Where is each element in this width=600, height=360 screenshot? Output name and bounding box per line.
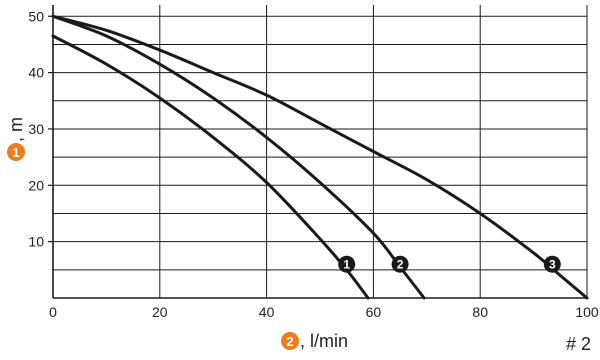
series-markers: 1 2 3 [338, 255, 561, 273]
y-tick-label: 20 [28, 177, 44, 193]
axes [48, 5, 587, 299]
x-tick-label: 100 [575, 304, 599, 320]
series-marker-label-1: 1 [343, 258, 350, 272]
axis-labels: 2 , l/min 1 , m [6, 117, 348, 351]
x-tick-label: 60 [366, 304, 382, 320]
x-label-marker-number: 2 [286, 334, 293, 349]
y-axis-label: , m [6, 117, 26, 142]
y-tick-label: 10 [28, 234, 44, 250]
x-tick-label: 20 [152, 304, 168, 320]
series-marker-label-2: 2 [397, 258, 404, 272]
x-tick-label: 40 [259, 304, 275, 320]
series-marker-2 [391, 255, 409, 273]
figure-number: # 2 [566, 334, 592, 354]
series-line-2 [51, 14, 426, 300]
tick-labels: 0 20 40 60 80 100 10 20 30 40 50 [28, 8, 598, 320]
y-tick-label: 40 [28, 65, 44, 81]
x-tick-label: 80 [472, 304, 488, 320]
series-marker-1 [338, 255, 356, 273]
y-tick-label: 50 [28, 8, 44, 24]
series-line-1 [51, 34, 370, 300]
series-marker-3 [543, 255, 561, 273]
series-line-3 [51, 14, 589, 300]
y-tick-label: 30 [28, 121, 44, 137]
y-label-marker [7, 143, 25, 161]
x-axis-label: , l/min [300, 331, 348, 351]
series-marker-label-3: 3 [549, 258, 556, 272]
y-label-marker-number: 1 [12, 145, 19, 160]
x-tick-label: 0 [49, 304, 57, 320]
x-label-marker [281, 332, 299, 350]
